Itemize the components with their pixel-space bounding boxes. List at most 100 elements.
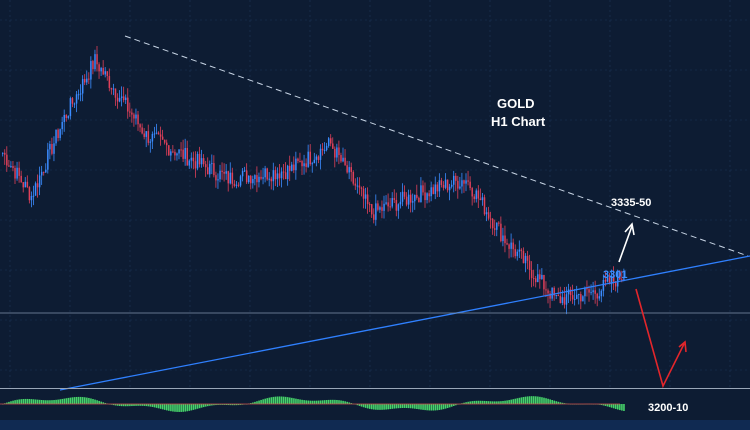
histogram-bar xyxy=(317,400,320,404)
histogram-bar xyxy=(453,404,455,406)
candle-body xyxy=(487,212,490,219)
candle-body xyxy=(114,88,117,98)
histogram-bar xyxy=(184,404,187,412)
histogram-bar xyxy=(53,400,55,404)
candle-body xyxy=(137,114,139,125)
candle-body xyxy=(59,129,61,139)
candle-body xyxy=(426,193,428,201)
candle-body xyxy=(422,185,424,193)
candle-body xyxy=(594,290,596,294)
histogram-bar xyxy=(313,400,316,404)
histogram-bar xyxy=(186,404,189,412)
histogram-bar xyxy=(342,400,344,404)
candle-body xyxy=(168,145,170,156)
candle-body xyxy=(108,76,111,88)
candle-body xyxy=(153,133,156,135)
histogram-bar xyxy=(485,401,488,404)
histogram-bar xyxy=(274,396,277,404)
candle-body xyxy=(207,167,209,175)
histogram-bar xyxy=(77,396,80,404)
histogram-bar xyxy=(471,401,474,404)
histogram-bar xyxy=(289,397,291,404)
histogram-bar xyxy=(397,404,400,409)
candle-body xyxy=(309,151,311,165)
candle-body xyxy=(535,278,537,283)
candle-body xyxy=(282,171,285,173)
candle-body xyxy=(86,78,88,83)
histogram-bar xyxy=(403,404,406,408)
candle-body xyxy=(2,152,4,154)
histogram-bar xyxy=(40,400,43,404)
candle-body xyxy=(47,149,49,170)
candle-body xyxy=(428,193,430,197)
candle-body xyxy=(73,103,76,105)
candle-body xyxy=(295,158,297,171)
histogram-bar xyxy=(422,404,424,410)
histogram-bar xyxy=(389,404,392,410)
histogram-bar xyxy=(26,398,29,404)
candle-body xyxy=(161,136,164,140)
histogram-bar xyxy=(194,404,197,410)
candle-body xyxy=(94,54,96,70)
histogram-bar xyxy=(215,404,217,406)
histogram-bar xyxy=(428,404,430,411)
histogram-bar xyxy=(112,404,115,406)
candle-body xyxy=(479,198,482,201)
candle-body xyxy=(358,185,361,188)
candle-body xyxy=(498,222,500,224)
histogram-bar xyxy=(12,400,14,404)
histogram-bar xyxy=(47,400,49,404)
candle-body xyxy=(262,177,264,179)
candle-body xyxy=(202,158,205,165)
histogram-bar xyxy=(22,399,25,404)
histogram-bar xyxy=(49,400,51,404)
histogram-bar xyxy=(6,402,8,404)
histogram-bar xyxy=(307,400,310,404)
histogram-bar xyxy=(131,404,133,407)
title-group: GOLD H1 Chart xyxy=(491,96,546,129)
histogram-bar xyxy=(325,400,328,404)
candle-body xyxy=(559,295,562,304)
histogram-bar xyxy=(96,400,98,404)
histogram-bar xyxy=(551,400,553,404)
histogram-bar xyxy=(356,404,359,406)
candle-body xyxy=(457,180,459,189)
histogram-bar xyxy=(293,398,295,404)
candle-body xyxy=(334,148,336,158)
candle-body xyxy=(71,98,74,104)
candle-body xyxy=(264,168,266,178)
histogram-bar xyxy=(444,404,447,409)
candle-body xyxy=(57,129,59,139)
histogram-bar xyxy=(239,404,242,405)
histogram-bar xyxy=(360,404,363,407)
candle-body xyxy=(524,255,527,264)
histogram-bar xyxy=(75,396,78,404)
candle-body xyxy=(38,175,41,188)
histogram-bar xyxy=(436,404,439,411)
histogram-bar xyxy=(407,404,410,409)
histogram-bar xyxy=(330,399,332,404)
candle-body xyxy=(278,173,281,179)
histogram-bar xyxy=(170,404,172,412)
candle-body xyxy=(508,244,510,249)
candle-body xyxy=(131,112,133,115)
histogram-bar xyxy=(211,404,213,406)
histogram-bar xyxy=(619,404,621,411)
histogram-bar xyxy=(518,397,521,404)
candle-body xyxy=(280,171,283,179)
histogram-bar xyxy=(526,396,529,404)
histogram-bar xyxy=(286,397,289,404)
histogram-bar xyxy=(393,404,396,409)
candle-body xyxy=(418,197,420,203)
candle-body xyxy=(272,170,275,182)
candle-body xyxy=(18,167,20,176)
histogram-bar xyxy=(496,401,498,404)
candle-body xyxy=(442,184,445,188)
histogram-bar xyxy=(291,397,293,404)
histogram-bar xyxy=(278,396,281,404)
candle-body xyxy=(496,222,498,230)
candle-body xyxy=(444,179,447,188)
down-scenario-arrow xyxy=(635,288,687,389)
candle-body xyxy=(12,166,14,169)
histogram-bar xyxy=(88,397,90,404)
